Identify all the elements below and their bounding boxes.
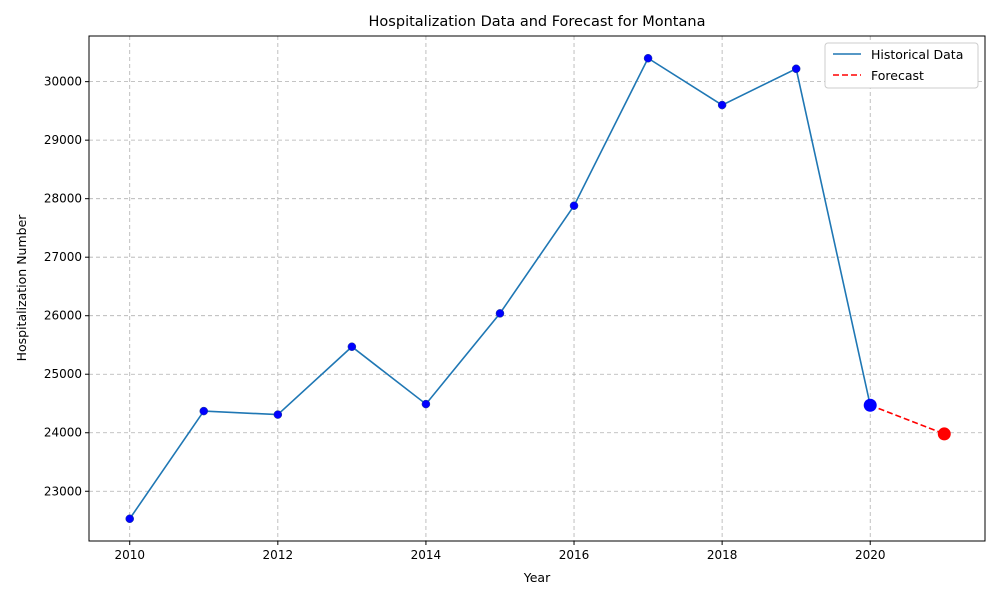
y-tick-label: 24000: [44, 426, 82, 440]
historical-point: [791, 64, 801, 74]
historical-point: [717, 100, 727, 110]
y-tick-label: 27000: [44, 250, 82, 264]
legend-label-forecast: Forecast: [871, 68, 924, 83]
axis-ticks: 2010 2012 2014 2016 2018 2020 23000 24000 25000 2…: [44, 75, 886, 562]
x-axis-label: Year: [523, 570, 551, 585]
legend-label-historical: Historical Data: [871, 47, 963, 62]
highlight-point: [863, 398, 877, 412]
legend: Historical Data Forecast: [824, 42, 979, 89]
x-tick-label: 2010: [114, 548, 145, 562]
historical-point: [273, 410, 283, 419]
y-tick-label: 26000: [44, 309, 82, 323]
historical-point: [495, 309, 505, 318]
plot-frame: [88, 35, 986, 542]
historical-point: [125, 514, 134, 524]
highlight-point: [937, 427, 951, 441]
historical-point: [421, 399, 431, 409]
x-tick-label: 2020: [855, 548, 886, 562]
data-markers: [125, 53, 951, 524]
historical-point: [199, 406, 209, 416]
y-tick-label: 30000: [44, 75, 82, 89]
x-tick-label: 2016: [559, 548, 590, 562]
historical-point: [347, 342, 357, 351]
y-axis-label: Hospitalization Number: [14, 214, 29, 362]
x-tick-label: 2014: [411, 548, 442, 562]
chart-title: Hospitalization Data and Forecast for Mo…: [369, 14, 706, 30]
x-tick-label: 2018: [707, 548, 738, 562]
legend-box: [824, 42, 979, 89]
historical-point: [643, 53, 653, 63]
historical-point: [569, 201, 579, 210]
x-tick-label: 2012: [263, 548, 294, 562]
y-tick-label: 25000: [44, 367, 82, 381]
forecast-line: [869, 404, 945, 435]
y-tick-label: 28000: [44, 192, 82, 206]
grid: [89, 36, 985, 541]
y-tick-label: 23000: [44, 484, 82, 498]
y-tick-label: 29000: [44, 133, 82, 147]
